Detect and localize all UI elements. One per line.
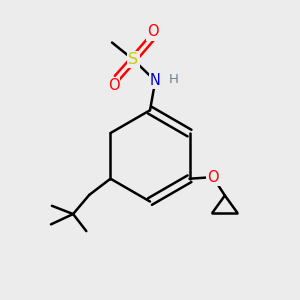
Text: O: O [108,78,119,93]
Text: N: N [150,73,161,88]
Text: S: S [128,52,138,67]
Text: H: H [169,73,178,86]
Text: O: O [207,170,219,185]
Text: O: O [147,24,159,39]
